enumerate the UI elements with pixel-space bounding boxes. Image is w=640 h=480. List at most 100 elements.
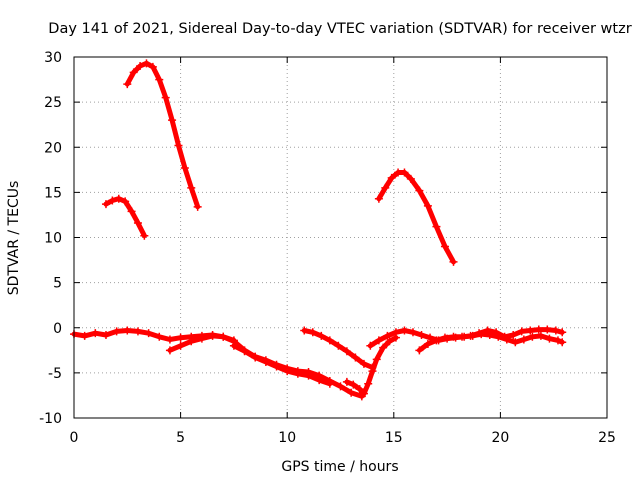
data-point <box>511 338 520 347</box>
data-point <box>261 358 270 367</box>
data-point <box>349 380 358 389</box>
series-line <box>231 343 333 387</box>
data-point <box>558 338 567 347</box>
y-tick-label: -5 <box>48 366 62 382</box>
data-point <box>240 347 249 356</box>
y-tick-label: 5 <box>53 276 62 292</box>
data-point <box>364 379 373 388</box>
data-point <box>80 331 89 340</box>
data-point <box>509 330 518 339</box>
data-point <box>336 382 345 391</box>
data-point <box>304 371 313 380</box>
data-point <box>325 379 334 388</box>
data-point <box>432 222 441 231</box>
data-point <box>366 341 375 350</box>
data-point <box>545 334 554 343</box>
data-point <box>543 325 552 334</box>
data-point <box>165 346 174 355</box>
data-point <box>351 353 360 362</box>
data-point <box>536 331 545 340</box>
data-point <box>408 328 417 337</box>
data-point <box>379 343 388 352</box>
data-point <box>440 333 449 342</box>
data-point <box>400 326 409 335</box>
data-point <box>359 389 368 398</box>
data-point <box>426 333 435 342</box>
data-point <box>165 335 174 344</box>
data-point <box>187 337 196 346</box>
data-point <box>553 336 562 345</box>
series-arc-2 <box>123 59 202 211</box>
y-tick-label: 15 <box>44 185 62 201</box>
data-point <box>492 328 501 337</box>
data-point <box>400 168 409 177</box>
data-point <box>114 194 123 203</box>
data-point <box>155 75 164 84</box>
data-point <box>317 331 326 340</box>
data-point <box>466 331 475 340</box>
data-point <box>251 353 260 362</box>
data-point <box>383 331 392 340</box>
x-tick-label: 5 <box>176 430 185 446</box>
data-point <box>129 68 138 77</box>
data-point <box>308 328 317 337</box>
data-point <box>517 327 526 336</box>
data-point <box>519 335 528 344</box>
data-point <box>500 332 509 341</box>
data-point <box>142 59 151 68</box>
y-tick-label: 25 <box>44 95 62 111</box>
series-arc-10 <box>415 325 567 355</box>
data-point <box>168 116 177 125</box>
data-point <box>133 327 142 336</box>
series-line <box>344 335 399 397</box>
data-point <box>180 164 189 173</box>
series-arc-3 <box>374 168 458 266</box>
data-point <box>387 173 396 182</box>
data-point <box>283 367 292 376</box>
x-tick-label: 20 <box>491 430 509 446</box>
series-arc-8 <box>342 333 400 398</box>
data-point <box>229 341 238 350</box>
data-point <box>123 80 132 89</box>
data-point <box>325 336 334 345</box>
data-point <box>334 341 343 350</box>
data-point <box>528 332 537 341</box>
data-point <box>483 326 492 335</box>
series-arc-6 <box>229 341 334 388</box>
data-point <box>174 141 183 150</box>
y-tick-label: 0 <box>53 321 62 337</box>
data-point <box>355 385 364 394</box>
data-point <box>368 367 377 376</box>
data-point <box>534 325 543 334</box>
y-axis-title: SDTVAR / TECUs <box>6 181 22 296</box>
y-tick-label: -10 <box>39 411 62 427</box>
x-tick-label: 10 <box>278 430 296 446</box>
data-point <box>315 376 324 385</box>
data-point <box>123 326 132 335</box>
tick-labels: 0 5 10 15 20 25 -10 -5 0 5 10 15 20 25 30 <box>39 50 616 446</box>
data-point <box>423 201 432 210</box>
data-point <box>127 207 136 216</box>
data-point <box>359 359 368 368</box>
data-point <box>155 332 164 341</box>
data-point <box>475 329 484 338</box>
data-point <box>347 388 356 397</box>
data-point <box>219 332 228 341</box>
data-point <box>417 330 426 339</box>
y-tick-label: 30 <box>44 50 62 66</box>
data-point <box>385 337 394 346</box>
x-tick-label: 0 <box>70 430 79 446</box>
x-tick-label: 15 <box>385 430 403 446</box>
data-point <box>558 328 567 337</box>
data-point <box>272 362 281 371</box>
x-axis-title: GPS time / hours <box>281 459 398 475</box>
data-point <box>381 183 390 192</box>
data-point <box>526 326 535 335</box>
data-point <box>133 219 142 228</box>
data-point <box>342 377 351 386</box>
grid <box>74 57 607 418</box>
x-tick-label: 25 <box>598 430 616 446</box>
data-point <box>208 331 217 340</box>
